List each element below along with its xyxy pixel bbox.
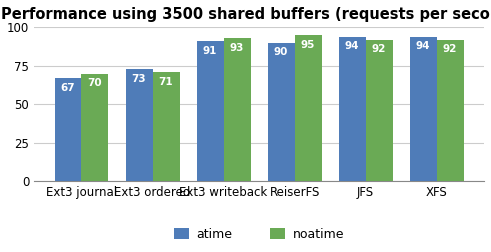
Text: 94: 94 bbox=[345, 41, 359, 51]
Text: 94: 94 bbox=[416, 41, 431, 51]
Text: 67: 67 bbox=[61, 83, 75, 93]
Text: 73: 73 bbox=[132, 74, 146, 83]
Bar bbox=[153, 72, 180, 181]
Text: 92: 92 bbox=[443, 44, 457, 54]
Legend: atime, noatime: atime, noatime bbox=[168, 222, 350, 247]
Bar bbox=[295, 35, 322, 181]
Bar bbox=[268, 43, 295, 181]
Text: 71: 71 bbox=[159, 77, 173, 87]
Bar bbox=[196, 41, 223, 181]
Bar bbox=[82, 74, 109, 181]
Bar bbox=[223, 38, 250, 181]
Bar bbox=[126, 69, 153, 181]
Text: 93: 93 bbox=[230, 43, 244, 53]
Bar bbox=[366, 40, 393, 181]
Text: 95: 95 bbox=[301, 40, 315, 50]
Text: 70: 70 bbox=[88, 78, 102, 88]
Text: 92: 92 bbox=[372, 44, 386, 54]
Bar bbox=[409, 37, 436, 181]
Bar bbox=[339, 37, 366, 181]
Text: 90: 90 bbox=[274, 47, 288, 57]
Title: Performance using 3500 shared buffers (requests per second): Performance using 3500 shared buffers (r… bbox=[1, 7, 491, 22]
Bar bbox=[55, 78, 82, 181]
Bar bbox=[436, 40, 464, 181]
Text: 91: 91 bbox=[203, 46, 217, 56]
